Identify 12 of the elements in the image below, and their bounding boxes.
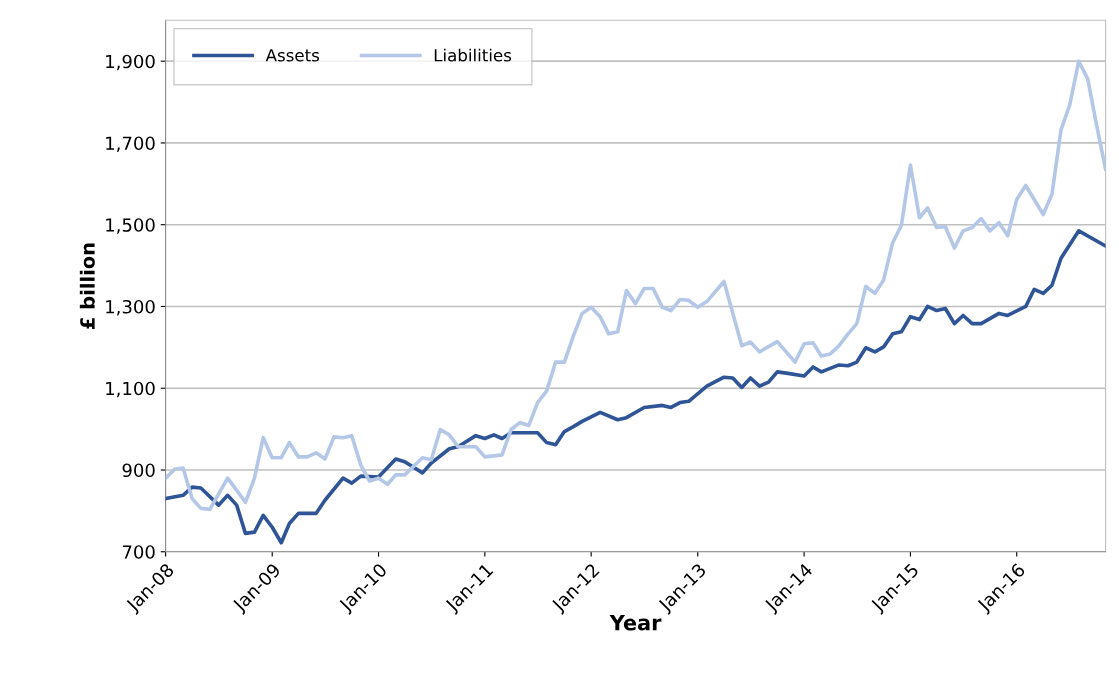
y-tick-label: 1,700 bbox=[106, 136, 155, 152]
y-tick-label: 700 bbox=[122, 545, 155, 559]
y-axis-title: £ billion bbox=[79, 243, 95, 329]
x-axis-title: Year bbox=[609, 615, 662, 631]
y-tick-label: 1,300 bbox=[106, 299, 155, 316]
y-tick-label: 1,900 bbox=[106, 54, 155, 71]
y-tick-label: 1,500 bbox=[106, 218, 155, 234]
y-tick-label: 900 bbox=[122, 463, 155, 478]
legend-label: Assets bbox=[265, 49, 320, 62]
line-series bbox=[165, 229, 1106, 545]
y-tick-label: 1,100 bbox=[106, 381, 155, 398]
legend-label: Liabilities bbox=[434, 48, 512, 62]
